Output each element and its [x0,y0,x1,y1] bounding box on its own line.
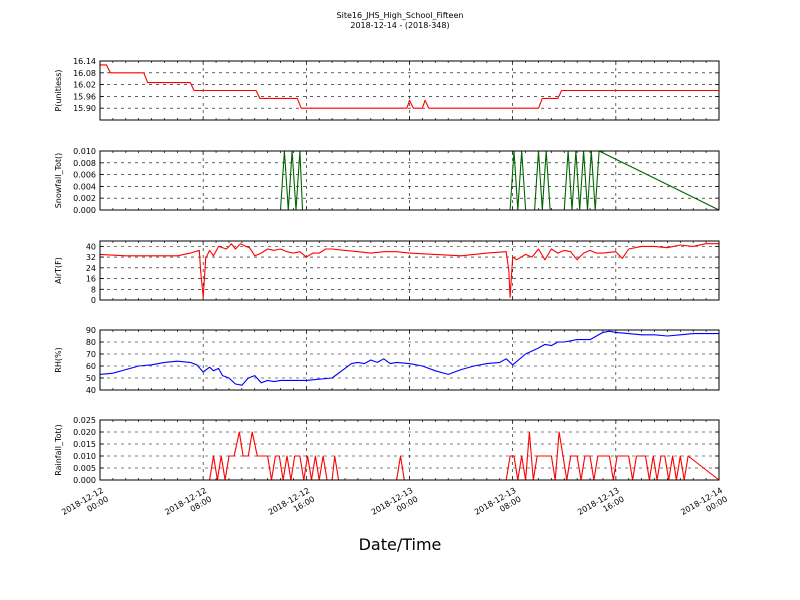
y-tick-label: 0.006 [73,171,96,180]
y-tick-label: 16 [86,275,96,284]
y-tick-label: 40 [86,242,96,251]
figure-subtitle: 2018-12-14 - (2018-348) [350,21,450,30]
panel-5: 0.000 0.005 0.010 0.015 0.020 0.025 Rainfall_T… [54,416,720,485]
panel-4: 40 50 60 70 80 90 RH(%) [54,326,720,395]
y-tick-label: 0.015 [73,440,96,449]
y-axis-label: P(unitless) [54,69,63,111]
y-tick-label: 0.010 [73,452,96,461]
y-tick-label: 16.08 [73,69,96,78]
series-line-1 [99,330,719,386]
y-axis-label: RH(%) [54,347,63,372]
series-line-1 [100,431,720,481]
y-tick-label: 50 [86,374,96,383]
y-tick-label: 8 [91,285,96,294]
y-tick-label: 15.96 [73,92,96,101]
y-tick-label: 0.004 [73,182,96,191]
y-tick-label: 60 [86,362,96,371]
y-tick-label: 24 [86,264,96,273]
y-axis-label: AirT(F) [54,257,63,284]
panel-3: 0 816 24 32 40 AirT(F) [54,240,720,305]
panel-1: 15.90 15.96 16.02 16.08 16.14 P(unitless) [54,57,720,121]
y-tick-label: 0.000 [73,206,96,215]
series-line-1 [100,64,719,109]
y-tick-label: 80 [86,338,96,347]
y-tick-label: 0.002 [73,194,96,203]
y-axis-label: Snowfall_Tot() [54,153,63,209]
plot-frame [99,150,720,211]
y-tick-label: 0.000 [73,476,96,485]
y-tick-label: 15.90 [73,104,96,113]
y-tick-label: 90 [86,326,96,335]
y-tick-label: 0.005 [73,464,96,473]
y-tick-label: 0.020 [73,428,96,437]
plot-frame [99,240,720,301]
y-tick-label: 32 [86,253,96,262]
x-axis-label: Date/Time [358,535,442,554]
y-tick-label: 0 [91,296,96,305]
plot-frame [99,60,720,121]
y-tick-label: 0.010 [73,147,96,156]
plot-frame [99,419,720,481]
series-line-1 [100,150,720,211]
y-tick-label: 16.02 [73,81,96,90]
y-tick-label: 0.025 [73,416,96,425]
figure-title: Site16_JHS_High_School_Fifteen [336,11,464,20]
series-line-1 [99,243,719,298]
y-tick-label: 40 [86,386,96,395]
y-tick-label: 16.14 [73,57,96,66]
panel-2: 0.000 0.002 0.004 0.006 0.008 0.010 Snowfall_T… [54,147,720,215]
y-axis-label: Rainfall_Tot() [54,424,63,476]
y-tick-label: 70 [86,350,96,359]
plot-frame [99,329,720,391]
y-tick-label: 0.008 [73,159,96,168]
